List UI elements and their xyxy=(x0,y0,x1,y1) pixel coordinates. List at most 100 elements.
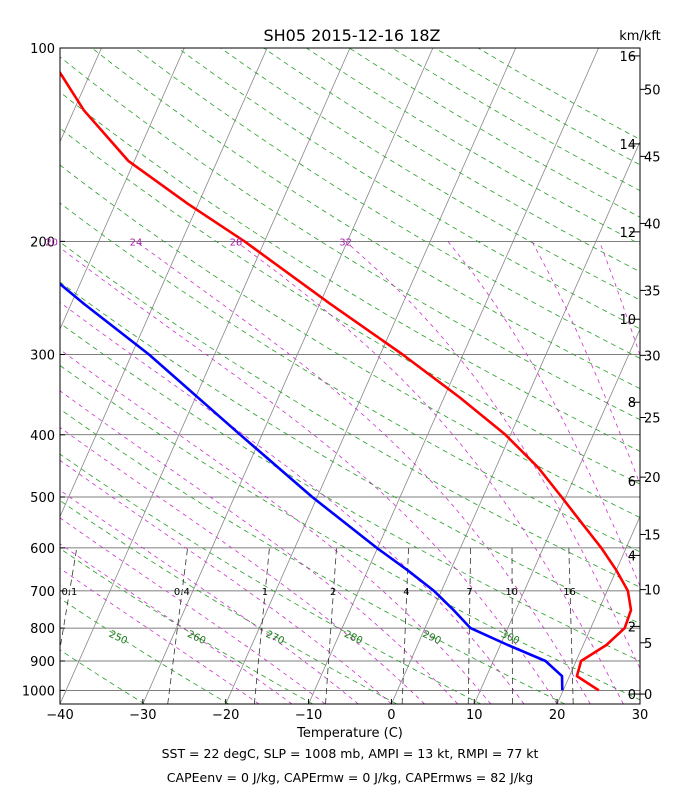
moist-adiabat-line xyxy=(60,517,326,704)
x-tick-label: 30 xyxy=(632,708,649,723)
pressure-tick-label: 400 xyxy=(30,429,55,444)
mixing-ratio-label: 2 xyxy=(330,587,336,598)
kft-tick-label: 50 xyxy=(644,83,661,98)
x-tick-label: −30 xyxy=(129,708,156,723)
kft-tick-label: 30 xyxy=(644,349,661,364)
isotherm-line xyxy=(60,48,351,704)
pressure-tick-label: 200 xyxy=(30,235,55,250)
moist-adiabat-line xyxy=(60,349,492,704)
pressure-tick-label: 300 xyxy=(30,348,55,363)
isotherm-line xyxy=(60,48,185,331)
pressure-tick-label: 1000 xyxy=(22,684,55,699)
mixing-ratio-line xyxy=(467,547,471,704)
kft-tick-label: 15 xyxy=(644,528,661,543)
x-tick-label: 10 xyxy=(466,708,483,723)
km-tick-label: 10 xyxy=(619,313,636,328)
dry-adiabat-line xyxy=(60,364,640,701)
pressure-tick-label: 500 xyxy=(30,491,55,506)
dry-adiabat-line xyxy=(60,164,640,518)
dry-adiabat-line xyxy=(60,649,145,704)
km-tick-label: 14 xyxy=(619,138,636,153)
km-tick-label: 4 xyxy=(628,549,636,564)
pressure-tick-label: 100 xyxy=(30,42,55,57)
pressure-tick-label: 900 xyxy=(30,655,55,670)
chart-series xyxy=(60,70,633,692)
dry-adiabat-line xyxy=(60,322,640,662)
dry-adiabat-line xyxy=(60,241,640,588)
km-tick-label: 6 xyxy=(628,475,636,490)
moist-adiabat-line xyxy=(60,301,525,704)
moist-adiabat-label: 32 xyxy=(339,237,352,248)
isotherm-line xyxy=(556,515,640,704)
mixing-ratio-line xyxy=(325,547,337,704)
dry-adiabat-line xyxy=(306,48,640,245)
dry-adiabat-line xyxy=(60,91,640,452)
kft-tick-label: 10 xyxy=(644,584,661,599)
dry-adiabat-label: 270 xyxy=(264,629,286,647)
dry-adiabat-line xyxy=(220,48,640,301)
isotherm-line xyxy=(391,140,640,704)
dry-adiabat-label: 280 xyxy=(342,629,364,647)
plot-frame xyxy=(59,47,641,705)
dry-adiabat-line xyxy=(60,453,481,704)
dry-adiabat-line xyxy=(60,56,640,421)
isotherm-line xyxy=(60,48,102,143)
isotherm-line xyxy=(0,48,19,704)
km-tick-label: 16 xyxy=(619,50,636,65)
moist-adiabat-line xyxy=(60,390,458,704)
chart-title: SH05 2015-12-16 18Z xyxy=(263,26,440,45)
temperature-profile-line xyxy=(60,70,633,692)
kft-tick-label: 45 xyxy=(644,150,661,165)
x-axis-label: Temperature (C) xyxy=(296,726,403,741)
dry-adiabat-line xyxy=(60,548,313,704)
x-tick-label: 20 xyxy=(549,708,566,723)
mixing-ratio-line xyxy=(401,547,409,704)
dry-adiabat-line xyxy=(60,281,640,625)
isotherm-line xyxy=(308,48,599,704)
moist-adiabat-line xyxy=(345,241,640,670)
dry-adiabat-label: 260 xyxy=(185,629,207,647)
moist-adiabat-line xyxy=(235,241,624,704)
kft-tick-label: 20 xyxy=(644,471,661,486)
isotherm-line xyxy=(639,703,640,704)
x-tick-label: −10 xyxy=(295,708,322,723)
dewpoint-profile-line xyxy=(60,282,564,691)
dry-adiabat-label: 250 xyxy=(107,629,129,647)
moist-adiabat-label: 28 xyxy=(230,237,243,248)
dry-adiabat-line xyxy=(435,48,640,166)
km-tick-label: 8 xyxy=(628,396,636,411)
moist-adiabat-label: 24 xyxy=(130,237,143,248)
height-units-label: km/kft xyxy=(619,29,661,44)
kft-tick-label: 40 xyxy=(644,217,661,232)
dry-adiabat-line xyxy=(60,202,640,553)
pressure-tick-label: 600 xyxy=(30,542,55,557)
mixing-ratio-line xyxy=(253,547,270,704)
isotherm-line xyxy=(142,48,434,704)
kft-tick-label: 25 xyxy=(644,412,661,427)
mixing-ratio-label: 4 xyxy=(403,587,409,598)
dry-adiabat-label: 290 xyxy=(421,629,443,647)
x-tick-label: 0 xyxy=(387,708,395,723)
mixing-ratio-label: 7 xyxy=(466,587,472,598)
x-tick-label: −20 xyxy=(212,708,239,723)
footer-line-1: SST = 22 degC, SLP = 1008 mb, AMPI = 13 … xyxy=(162,746,539,761)
dry-adiabat-line xyxy=(477,48,640,140)
dry-adiabat-line xyxy=(60,408,565,704)
km-tick-label: 12 xyxy=(619,226,636,241)
chart-axes: −40 −30 −20 −10 0 10 20 30100200300400500600700… xyxy=(22,42,661,723)
dry-adiabat-line xyxy=(392,48,640,192)
kft-tick-label: 5 xyxy=(644,637,652,652)
mixing-ratio-line xyxy=(568,547,574,704)
dry-adiabat-line xyxy=(349,48,640,218)
moist-adiabat-line xyxy=(60,489,359,704)
footer-line-2: CAPEenv = 0 J/kg, CAPErmw = 0 J/kg, CAPE… xyxy=(167,770,533,785)
isotherm-line xyxy=(60,48,268,518)
mixing-ratio-label: 10 xyxy=(505,587,518,598)
x-tick-label: −40 xyxy=(46,708,73,723)
isotherm-line xyxy=(473,328,640,704)
chart-grid xyxy=(0,48,640,704)
kft-tick-label: 35 xyxy=(644,284,661,299)
moist-adiabat-line xyxy=(60,427,425,704)
moist-adiabat-line xyxy=(60,247,558,704)
mixing-ratio-line xyxy=(60,547,78,652)
